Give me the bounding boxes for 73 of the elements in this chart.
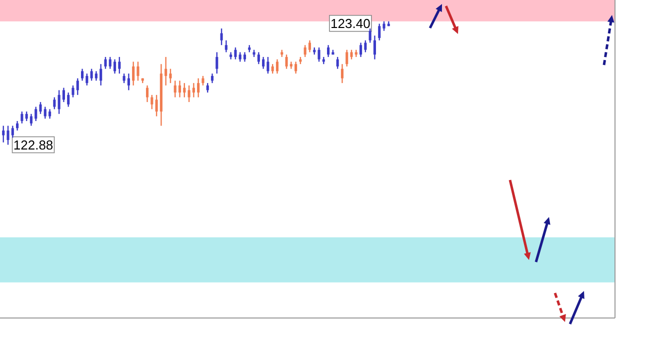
candlestick: [76, 78, 79, 96]
candlestick: [146, 84, 149, 103]
candlestick: [48, 108, 52, 120]
annotation: 122.88: [13, 137, 54, 152]
candlestick: [360, 42, 362, 58]
candlestick: [224, 40, 228, 53]
candlestick: [169, 68, 172, 84]
candlestick: [150, 94, 154, 110]
candlestick: [271, 63, 274, 74]
candlestick: [285, 54, 288, 70]
candlestick: [30, 113, 32, 126]
candlestick: [318, 46, 320, 62]
candlestick: [340, 63, 344, 84]
candlestick: [104, 56, 107, 70]
candlestick: [368, 28, 372, 44]
candlestick: [72, 84, 74, 98]
candlestick: [58, 90, 60, 115]
annotation: 123.40: [330, 16, 370, 31]
candlestick: [118, 56, 121, 74]
candlestick: [346, 49, 348, 68]
candlestick: [336, 56, 339, 70]
candlestick: [382, 20, 386, 32]
candlestick: [364, 40, 367, 53]
candlestick: [234, 46, 237, 60]
candlestick: [206, 82, 209, 94]
candlestick: [238, 52, 242, 62]
candlestick: [39, 101, 42, 115]
candlestick: [11, 125, 14, 138]
candlestick: [243, 52, 246, 62]
candlestick: [192, 82, 195, 98]
candlestick: [266, 56, 270, 74]
candlestick: [373, 34, 376, 60]
candlestick: [155, 94, 158, 117]
candlestick: [178, 80, 182, 98]
candlestick: [132, 61, 135, 86]
candlestick: [164, 56, 168, 86]
candlestick: [257, 52, 260, 65]
candlestick: [44, 106, 46, 120]
candlestick: [220, 28, 223, 46]
candlestick: [53, 96, 56, 110]
candlestick: [81, 68, 84, 82]
candlestick: [262, 56, 265, 70]
candlestick: [122, 72, 126, 84]
candlestick: [108, 56, 112, 70]
candlestick: [210, 72, 214, 84]
candlestick: [216, 52, 218, 74]
candlestick: [183, 82, 186, 98]
candlestick: [113, 58, 116, 74]
candlestick: [34, 106, 38, 122]
candlestick: [16, 120, 19, 132]
candlestick: [25, 110, 28, 122]
candlestick: [304, 44, 306, 58]
candlestick: [350, 49, 353, 60]
candlestick: [308, 40, 311, 53]
candlestick: [62, 87, 65, 103]
candlestick: [188, 84, 190, 103]
candlestick: [136, 61, 140, 82]
candlestick: [20, 110, 24, 124]
candlestick: [378, 23, 381, 41]
candlestick: [2, 125, 5, 143]
candlestick: [94, 70, 98, 82]
candlestick: [202, 75, 204, 86]
candlestick: [90, 68, 93, 82]
candlestick: [127, 72, 130, 91]
candlestick: [294, 61, 298, 74]
candlestick: [6, 125, 10, 146]
candlestick: [197, 78, 200, 98]
candlestick: [86, 72, 88, 86]
candlestick: [100, 63, 102, 86]
candlestick: [174, 80, 176, 98]
candlestick: [67, 92, 70, 108]
candlestick: [276, 58, 279, 74]
candlestick: [327, 44, 330, 58]
